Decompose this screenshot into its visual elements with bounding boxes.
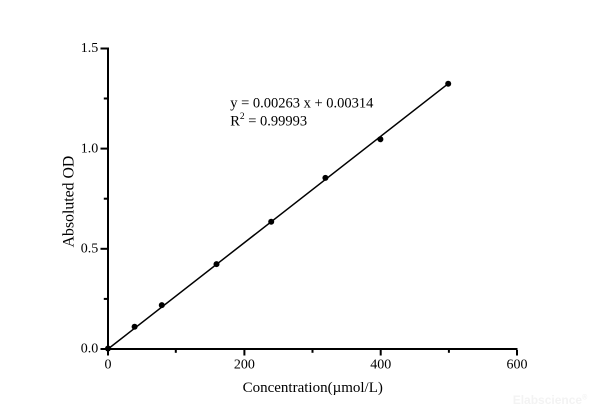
svg-text:0.5: 0.5: [81, 242, 99, 257]
svg-text:1.5: 1.5: [81, 41, 99, 56]
svg-text:0: 0: [105, 358, 112, 373]
svg-text:600: 600: [507, 358, 528, 373]
svg-text:Concentration(µmol/L): Concentration(µmol/L): [243, 380, 383, 396]
svg-text:Absoluted OD: Absoluted OD: [61, 156, 78, 248]
svg-text:0.0: 0.0: [81, 342, 99, 357]
svg-text:Elabscience®: Elabscience®: [513, 393, 588, 407]
svg-text:200: 200: [234, 358, 255, 373]
svg-text:R2 = 0.99993: R2 = 0.99993: [230, 112, 307, 130]
svg-text:y = 0.00263 x + 0.00314: y = 0.00263 x + 0.00314: [230, 96, 374, 112]
svg-text:400: 400: [370, 358, 391, 373]
svg-text:1.0: 1.0: [81, 141, 99, 156]
